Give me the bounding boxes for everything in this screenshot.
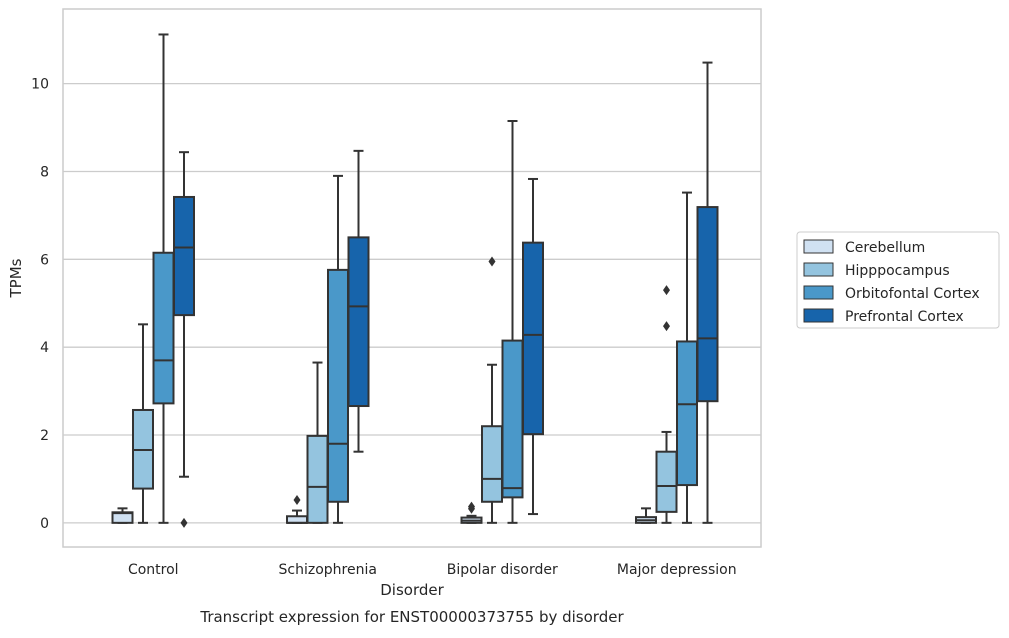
- box-prefrontal-cortex: [696, 61, 719, 524]
- box-body: [347, 236, 370, 408]
- box-cerebellum: [286, 495, 308, 524]
- box-orbitofontal-cortex: [152, 33, 175, 524]
- plot-frame: [62, 8, 762, 548]
- outlier-point: [488, 256, 496, 267]
- outlier-point: [663, 285, 670, 296]
- box-cerebellum: [111, 507, 134, 524]
- y-tick-label: 8: [40, 164, 49, 180]
- box-body: [152, 251, 175, 405]
- y-tick-labels: 0 2 4 6 8 10: [31, 77, 49, 532]
- x-tick-labels: Control Schizophrenia Bipolar disorder Majo…: [128, 562, 737, 578]
- outlier-point: [663, 321, 670, 332]
- legend-swatch: [803, 285, 834, 300]
- box-hipppocampus: [132, 323, 154, 524]
- y-tick-label: 4: [40, 340, 49, 356]
- legend-frame: [796, 231, 1000, 329]
- legend-swatch: [803, 262, 834, 277]
- box-orbitofontal-cortex: [501, 119, 524, 524]
- chart-caption: Transcript expression for ENST0000037375…: [199, 608, 624, 626]
- legend: Cerebellum Hipppocampus Orbitofontal Corte…: [796, 231, 1000, 329]
- y-axis-label: TPMs: [7, 258, 25, 298]
- box-hipppocampus: [655, 285, 678, 524]
- box-prefrontal-cortex: [347, 149, 370, 453]
- box-prefrontal-cortex: [173, 151, 195, 528]
- box-body: [522, 241, 544, 436]
- box-body: [501, 339, 524, 499]
- box-body: [173, 195, 195, 317]
- outlier-point: [468, 501, 475, 512]
- box-cerebellum: [460, 501, 483, 524]
- box-orbitofontal-cortex: [676, 191, 698, 524]
- outlier-point: [180, 517, 188, 528]
- box-hipppocampus: [306, 361, 329, 524]
- box-body: [327, 268, 349, 503]
- legend-label: Cerebellum: [845, 240, 925, 256]
- y-tick-label: 10: [31, 77, 49, 93]
- box-prefrontal-cortex: [522, 177, 544, 516]
- x-tick-label: Control: [128, 562, 179, 578]
- y-tick-label: 0: [40, 516, 49, 532]
- box-hipppocampus: [481, 256, 503, 524]
- legend-label: Prefrontal Cortex: [845, 309, 964, 325]
- plot-area: [111, 33, 719, 528]
- box-body: [655, 450, 678, 513]
- legend-swatch: [803, 308, 834, 323]
- box-cerebellum: [635, 507, 657, 524]
- legend-label: Hipppocampus: [845, 263, 950, 279]
- box-orbitofontal-cortex: [327, 174, 349, 524]
- y-tick-label: 2: [40, 428, 49, 444]
- outlier-point: [293, 495, 301, 506]
- x-axis-label: Disorder: [380, 581, 444, 599]
- x-tick-label: Bipolar disorder: [447, 562, 558, 578]
- box-body: [306, 434, 329, 524]
- y-tick-label: 6: [40, 252, 49, 268]
- x-tick-label: Major depression: [617, 562, 737, 578]
- box-body: [676, 340, 698, 487]
- legend-label: Orbitofontal Cortex: [845, 286, 980, 302]
- legend-swatch: [803, 239, 834, 254]
- box-body: [481, 425, 503, 503]
- box-body: [696, 206, 719, 403]
- x-tick-label: Schizophrenia: [279, 562, 377, 578]
